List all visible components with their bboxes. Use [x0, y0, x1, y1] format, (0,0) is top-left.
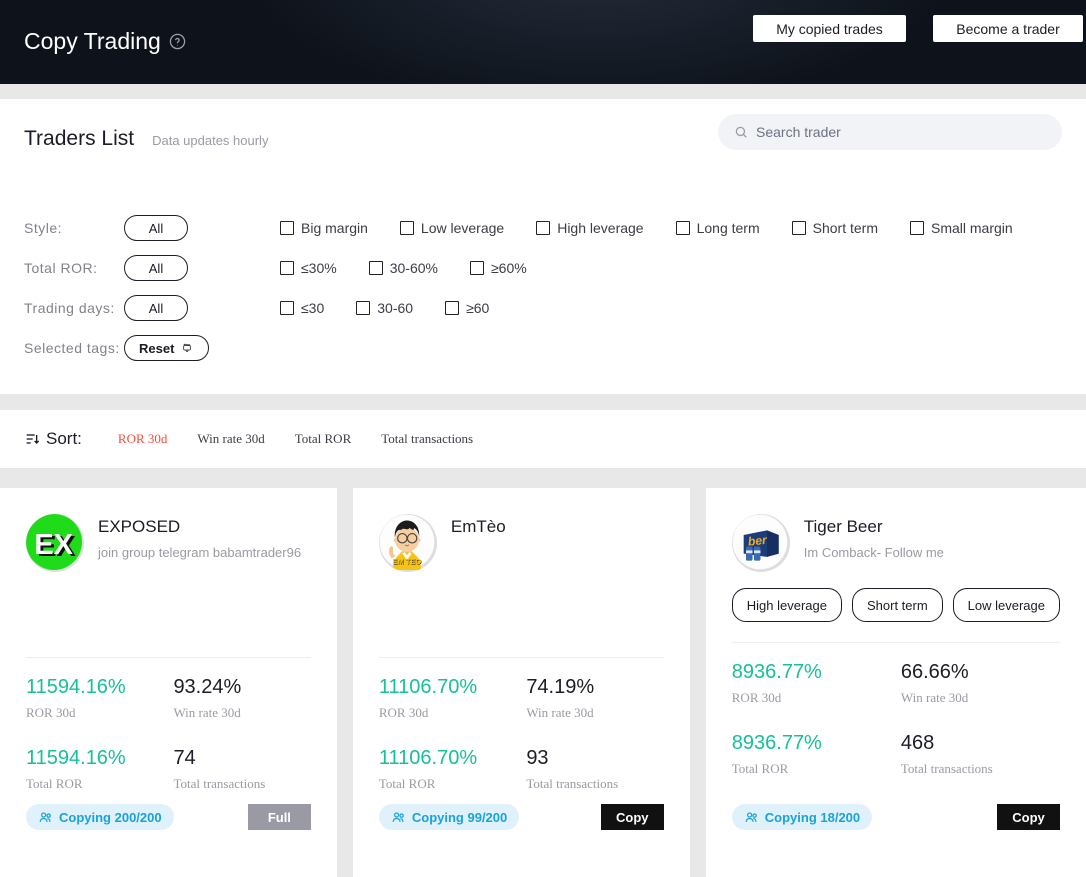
svg-text:EM TEO: EM TEO — [393, 557, 422, 566]
svg-text:ber: ber — [747, 533, 769, 549]
svg-text:EX: EX — [34, 529, 73, 561]
